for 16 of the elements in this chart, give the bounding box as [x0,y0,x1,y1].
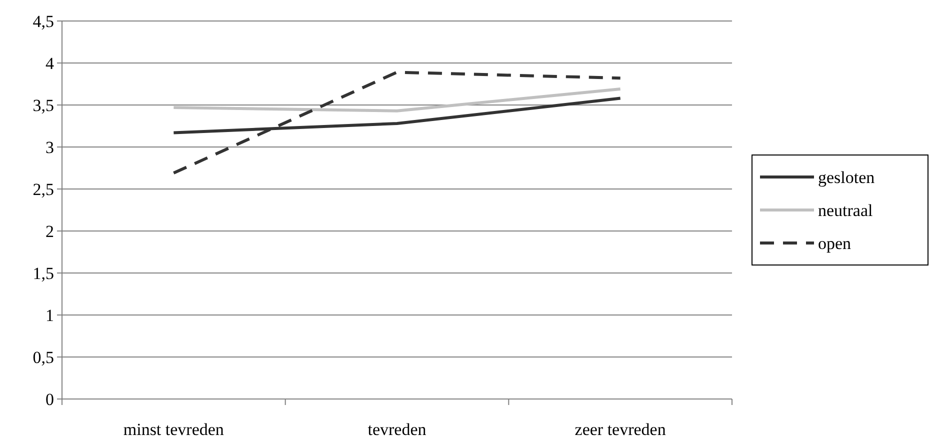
x-tick-label: minst tevreden [123,420,224,439]
legend-label: gesloten [818,168,876,187]
x-tick-label: zeer tevreden [574,420,666,439]
legend-label: neutraal [818,200,874,220]
y-tick-label: 4,5 [32,12,54,31]
y-tick-label: 1 [46,306,54,325]
y-tick-label: 2 [46,222,54,241]
y-tick-label: 4 [46,54,54,73]
y-tick-label: 3,5 [32,96,54,115]
y-tick-label: 1,5 [32,264,54,283]
x-tick-label: tevreden [368,420,427,439]
y-tick-label: 0 [46,390,54,409]
y-tick-label: 3 [46,138,54,157]
y-tick-label: 0,5 [32,348,54,367]
y-tick-label: 2,5 [32,180,54,199]
legend-label: open [818,234,852,253]
